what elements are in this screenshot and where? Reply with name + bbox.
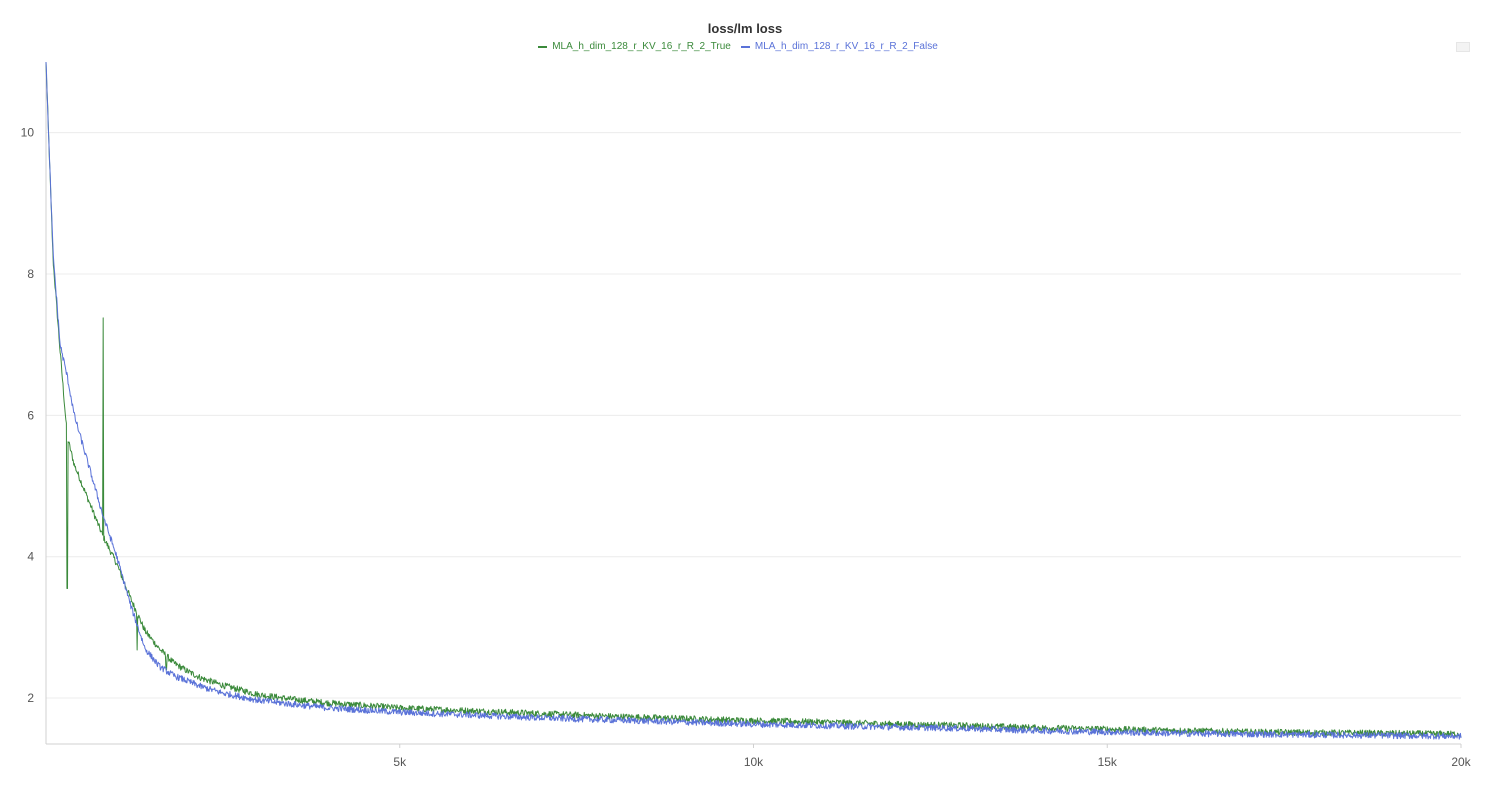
- chart-title: loss/lm loss: [707, 21, 783, 36]
- y-tick-label: 4: [27, 550, 34, 564]
- series-line-false[interactable]: [45, 61, 1462, 740]
- legend-label-true: MLA_h_dim_128_r_KV_16_r_R_2_True: [552, 41, 731, 52]
- y-tick-label: 10: [21, 126, 35, 140]
- x-tick-label: 10k: [744, 755, 764, 769]
- x-tick-label: 15k: [1098, 755, 1118, 769]
- series-lines: [45, 61, 1462, 740]
- grid: [46, 132, 1461, 699]
- legend-item-true[interactable]: MLA_h_dim_128_r_KV_16_r_R_2_True: [538, 41, 731, 52]
- legend-toggle-button[interactable]: [1456, 42, 1470, 52]
- legend-item-false[interactable]: MLA_h_dim_128_r_KV_16_r_R_2_False: [740, 41, 938, 52]
- legend-label-false: MLA_h_dim_128_r_KV_16_r_R_2_False: [754, 41, 938, 52]
- axes: [45, 62, 1462, 748]
- legend-swatch-true: [538, 45, 548, 48]
- x-tick-label: 5k: [393, 755, 407, 769]
- series-line-true[interactable]: [45, 61, 1462, 738]
- tick-labels: 2 4 6 8 10 5k 10k 15k 20k: [21, 126, 1472, 769]
- y-tick-label: 8: [27, 267, 34, 281]
- x-tick-label: 20k: [1451, 755, 1471, 769]
- y-tick-label: 6: [27, 408, 34, 422]
- legend-swatch-false: [740, 45, 750, 48]
- legend: MLA_h_dim_128_r_KV_16_r_R_2_True MLA_h_d…: [0, 41, 1476, 52]
- y-tick-label: 2: [27, 691, 34, 705]
